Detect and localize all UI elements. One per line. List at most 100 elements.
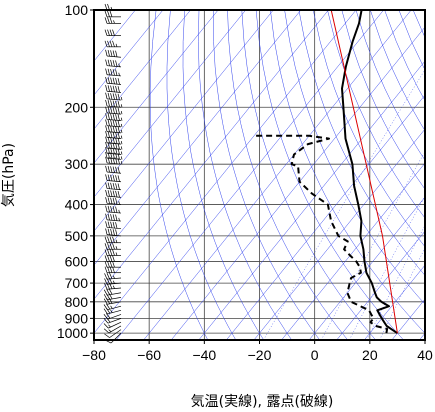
wind-barb <box>104 10 121 18</box>
mixing-ratio-line <box>321 151 425 340</box>
x-tick-label: −20 <box>248 347 272 363</box>
wind-barb <box>104 255 121 262</box>
isotherm-line <box>143 10 412 340</box>
isotherm-line <box>94 10 246 198</box>
series-layer <box>254 10 398 335</box>
dry-adiabat-line <box>213 10 320 340</box>
isotherm-line <box>94 10 329 300</box>
dry-adiabat-line <box>341 10 425 190</box>
wind-barb <box>104 261 121 268</box>
wind-barb <box>105 213 122 222</box>
isotherm-line <box>94 10 274 232</box>
y-tick-label: 500 <box>65 228 89 244</box>
background-lines <box>94 10 435 340</box>
wind-barb <box>103 325 122 334</box>
dry-adiabat-line <box>298 10 425 276</box>
dry-adiabat-line <box>427 10 435 340</box>
wind-barb <box>105 99 123 108</box>
wind-barb <box>105 165 122 174</box>
isotherm-line <box>253 128 425 340</box>
wind-barb <box>104 243 121 250</box>
wind-barb <box>103 313 122 320</box>
x-tick-label: −80 <box>82 347 106 363</box>
x-axis-label: 気温(実線), 露点(破線) <box>191 394 334 410</box>
y-tick-label: 1000 <box>57 325 88 341</box>
wind-barb <box>105 174 122 183</box>
x-tick-label: −60 <box>137 347 161 363</box>
isotherm-line <box>364 264 425 340</box>
isotherm-line <box>281 162 425 340</box>
wind-barb <box>105 59 122 68</box>
y-tick-label: 900 <box>65 310 89 326</box>
wind-barb <box>105 221 122 230</box>
isotherm-line <box>94 10 219 164</box>
wind-barb <box>105 68 122 77</box>
wind-barb <box>104 29 121 36</box>
wind-barb <box>105 131 123 139</box>
temperature-line <box>341 10 398 335</box>
dewpoint-line <box>254 134 389 334</box>
isotherm-line <box>115 10 384 340</box>
isotherm-line <box>336 230 425 340</box>
wind-barb <box>105 77 122 85</box>
y-tick-label: 100 <box>65 2 89 18</box>
x-tick-label: 20 <box>362 347 378 363</box>
isotherm-line <box>94 10 302 266</box>
wind-barb <box>105 85 122 93</box>
isotherm-line <box>308 196 425 340</box>
isotherm-line <box>226 94 425 340</box>
y-tick-label: 700 <box>65 275 89 291</box>
wind-barb <box>104 236 121 244</box>
wind-barb <box>105 189 122 198</box>
x-tick-label: −40 <box>192 347 216 363</box>
dry-adiabat-line <box>270 10 425 334</box>
isotherm-line <box>419 332 425 340</box>
wind-barb <box>105 125 123 134</box>
wind-barb <box>104 266 121 274</box>
wind-barb <box>103 303 122 311</box>
wind-barb <box>103 288 122 296</box>
dry-adiabat-line <box>198 10 292 340</box>
y-tick-label: 400 <box>65 197 89 213</box>
isotherm-line <box>94 10 191 130</box>
y-tick-label: 300 <box>65 156 89 172</box>
wind-barbs <box>103 3 123 344</box>
isotherm-line <box>94 10 357 334</box>
y-axis-label: 気圧(hPa) <box>1 143 17 207</box>
isotherm-line <box>94 10 164 96</box>
y-tick-label: 200 <box>65 99 89 115</box>
dry-adiabat-line <box>149 10 209 340</box>
reference-adiabat-line <box>330 10 398 334</box>
y-tick-label: 800 <box>65 294 89 310</box>
wind-barb <box>105 106 123 115</box>
wind-barb <box>105 205 122 214</box>
dry-adiabat-line <box>241 10 376 340</box>
wind-barb <box>105 92 123 101</box>
dry-adiabat-line <box>255 10 404 340</box>
mixing-ratio-line <box>263 69 425 340</box>
dry-adiabat-line <box>284 10 425 305</box>
wind-barb <box>103 321 122 329</box>
wind-barb <box>105 113 123 122</box>
isotherm-line <box>171 26 425 340</box>
dry-adiabat-line <box>182 10 265 340</box>
dry-adiabat-line <box>355 10 425 161</box>
wind-barb <box>105 119 123 128</box>
wind-barb <box>104 249 121 256</box>
dry-adiabat-line <box>384 10 425 102</box>
wind-barb <box>105 228 122 237</box>
wind-barb <box>104 17 121 24</box>
wind-barb <box>104 272 122 280</box>
y-tick-label: 600 <box>65 253 89 269</box>
x-tick-label: 40 <box>417 347 433 363</box>
dry-adiabat-line <box>166 10 237 340</box>
wind-barb <box>104 40 121 48</box>
wind-barb <box>105 182 122 191</box>
wind-barb <box>104 329 122 338</box>
wind-barb <box>105 49 122 58</box>
dry-adiabat-line <box>227 10 348 340</box>
wind-barb <box>105 197 122 205</box>
dry-adiabat-line <box>327 10 425 219</box>
